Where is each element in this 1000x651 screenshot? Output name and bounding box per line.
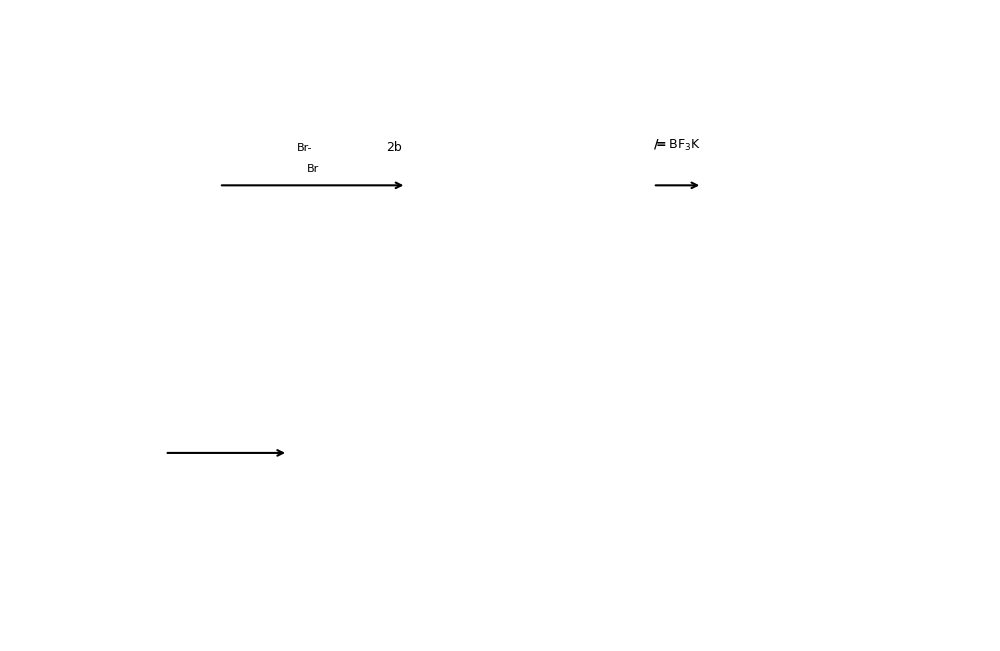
Text: Br-: Br- bbox=[297, 143, 313, 154]
Text: Br: Br bbox=[307, 165, 319, 174]
Text: $\bf{/\!\!=}$BF$_3$K: $\bf{/\!\!=}$BF$_3$K bbox=[653, 139, 702, 154]
Text: 2b: 2b bbox=[387, 141, 402, 154]
